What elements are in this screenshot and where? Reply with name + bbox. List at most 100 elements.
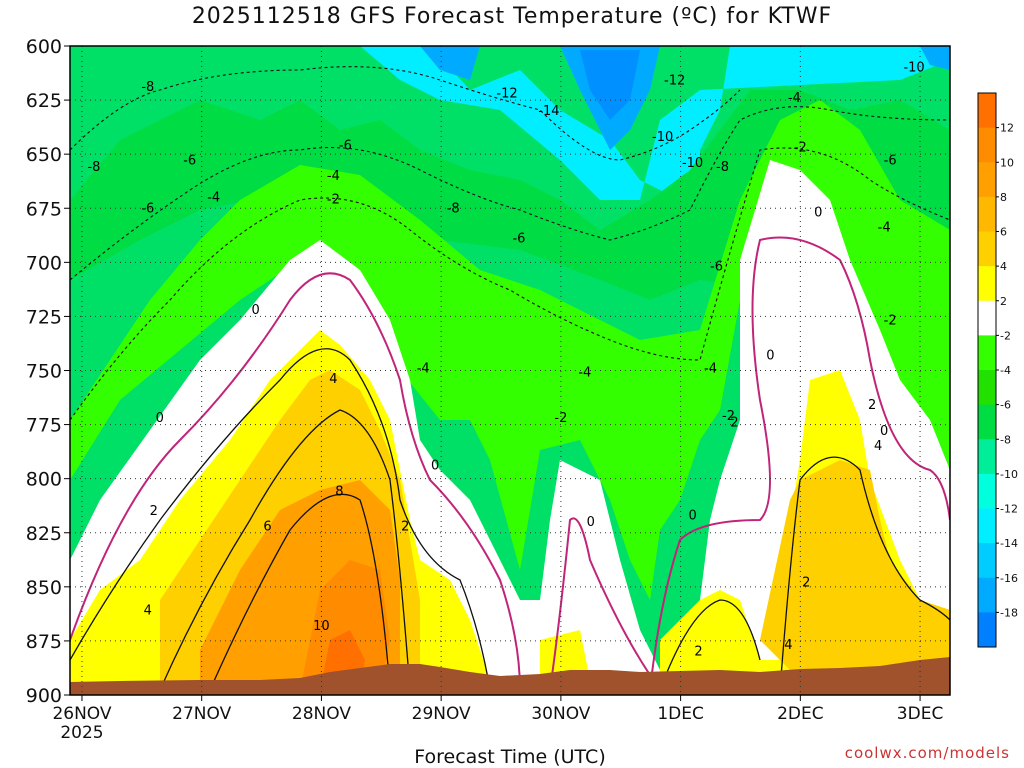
colorbar-bin [978,162,996,198]
isotherm-label: -8 [716,160,729,175]
isotherm-label: 2 [802,576,810,591]
colorbar-bin [978,335,996,371]
isotherm-label: 0 [156,411,164,426]
colorbar-bin [978,543,996,579]
isotherm-label: 2 [868,398,876,413]
colorbar-label: 4 [1000,260,1007,273]
grid-lines [70,46,950,695]
band-minus12 [360,46,950,240]
colorbar-label: 10 [1000,156,1014,169]
colorbar-bin [978,127,996,163]
colorbar-bin [978,577,996,613]
x-tick-label: 26NOV [52,704,111,724]
y-tick-label: 600 [26,36,62,58]
colorbar-label: -2 [1000,329,1011,342]
isotherm-label: -8 [447,201,460,216]
isotherm-labels: -14 -12 -12 -10 -10 -10 -8 -8 -8 -8 -6 -6 -6 -6 -6 -6 -4… [87,61,924,660]
colorbar: 12 10 8 6 4 2 -2 -4 -6 -8 -10 -12 -14 -16 -18 [977,92,1018,648]
band-plus10 [300,560,390,690]
isotherm-label: 0 [814,206,822,221]
y-tick-label: 775 [26,415,62,437]
colorbar-label: -10 [1000,468,1018,481]
colorbar-bin [978,404,996,440]
x-tick-label: 27NOV [172,704,231,724]
y-tick-label: 850 [26,577,62,599]
colorbar-bin [978,93,996,129]
isotherm-label: -8 [141,80,154,95]
colorbar-label: -14 [1000,537,1018,550]
y-tick-label: 800 [26,469,62,491]
isotherm-label: 2 [730,415,738,430]
y-tick-label: 750 [26,361,62,383]
x-tick-label: 29NOV [412,704,471,724]
isotherm-label: -2 [327,193,340,208]
isotherm-label: -12 [496,87,517,102]
y-tick-label: 675 [26,198,62,220]
isotherm-label: -6 [183,154,196,169]
isotherm-label: -2 [794,141,807,156]
isotherm-label: -10 [682,156,703,171]
band-minus18 [580,50,640,120]
y-tick-label: 650 [26,144,62,166]
isotherm-label: -8 [87,160,100,175]
isotherm-label: 0 [251,303,259,318]
isotherm-label: 6 [263,519,271,534]
isotherm-label: 0 [587,515,595,530]
isotherm-label: 2 [401,519,409,534]
colorbar-label: -18 [1000,606,1018,619]
colorbar-label: 6 [1000,226,1007,239]
isotherm-label: -4 [704,361,717,376]
isotherm-label: -10 [652,130,673,145]
isotherm-label: 10 [313,619,330,634]
isotherm-label: -6 [884,154,897,169]
colorbar-label: -4 [1000,364,1011,377]
colorbar-label: 2 [1000,295,1007,308]
isotherm-label: -6 [710,260,723,275]
isotherm-label: -4 [578,366,591,381]
y-tick-label: 900 [26,685,62,707]
y-tick-label: 725 [26,306,62,328]
colorbar-label: -16 [1000,572,1018,585]
colorbar-label: -6 [1000,399,1011,412]
isotherm-label: 4 [784,638,792,653]
colorbar-bin [978,196,996,232]
x-tick-sublabel: 2025 [60,723,103,743]
y-axis: 600 625 650 675 700 725 750 775 800 825 850 875 900 [26,36,70,707]
isotherm-label: 0 [880,424,888,439]
isotherm-label: 4 [144,604,152,619]
isotherm-label: 4 [329,372,337,387]
colorbar-bin [978,612,996,648]
isotherm-label: -4 [207,190,220,205]
colorbar-label: -12 [1000,503,1018,516]
isotherm-label: -2 [722,409,735,424]
isotherm-label: -6 [339,139,352,154]
isotherm-label: 0 [688,508,696,523]
isotherm-label: 0 [766,348,774,363]
isotherm-label: 2 [694,645,702,660]
freezing-line-isotherms [70,236,950,691]
isotherm-label: 2 [150,504,158,519]
x-tick-label: 3DEC [897,704,944,724]
y-tick-label: 700 [26,252,62,274]
isotherm-label: 8 [335,485,343,500]
colorbar-bin [978,370,996,406]
band-minus4 [70,100,950,600]
isotherm-label: 4 [874,439,882,454]
colorbar-bin [978,300,996,336]
isotherm-label: -2 [884,314,897,329]
y-tick-label: 875 [26,631,62,653]
credit-text: coolwx.com/models [844,744,1010,762]
isotherm-label: -6 [141,201,154,216]
isotherm-label: -4 [878,221,891,236]
terrain [70,657,950,695]
colorbar-label: 8 [1000,191,1007,204]
isotherm-label: -10 [903,61,924,76]
colorbar-bin [978,508,996,544]
isotherm-label: -4 [417,361,430,376]
x-tick-label: 30NOV [531,704,590,724]
isotherm-label: -4 [327,169,340,184]
colorbar-label: 12 [1000,122,1014,135]
isotherm-label: -6 [512,232,525,247]
